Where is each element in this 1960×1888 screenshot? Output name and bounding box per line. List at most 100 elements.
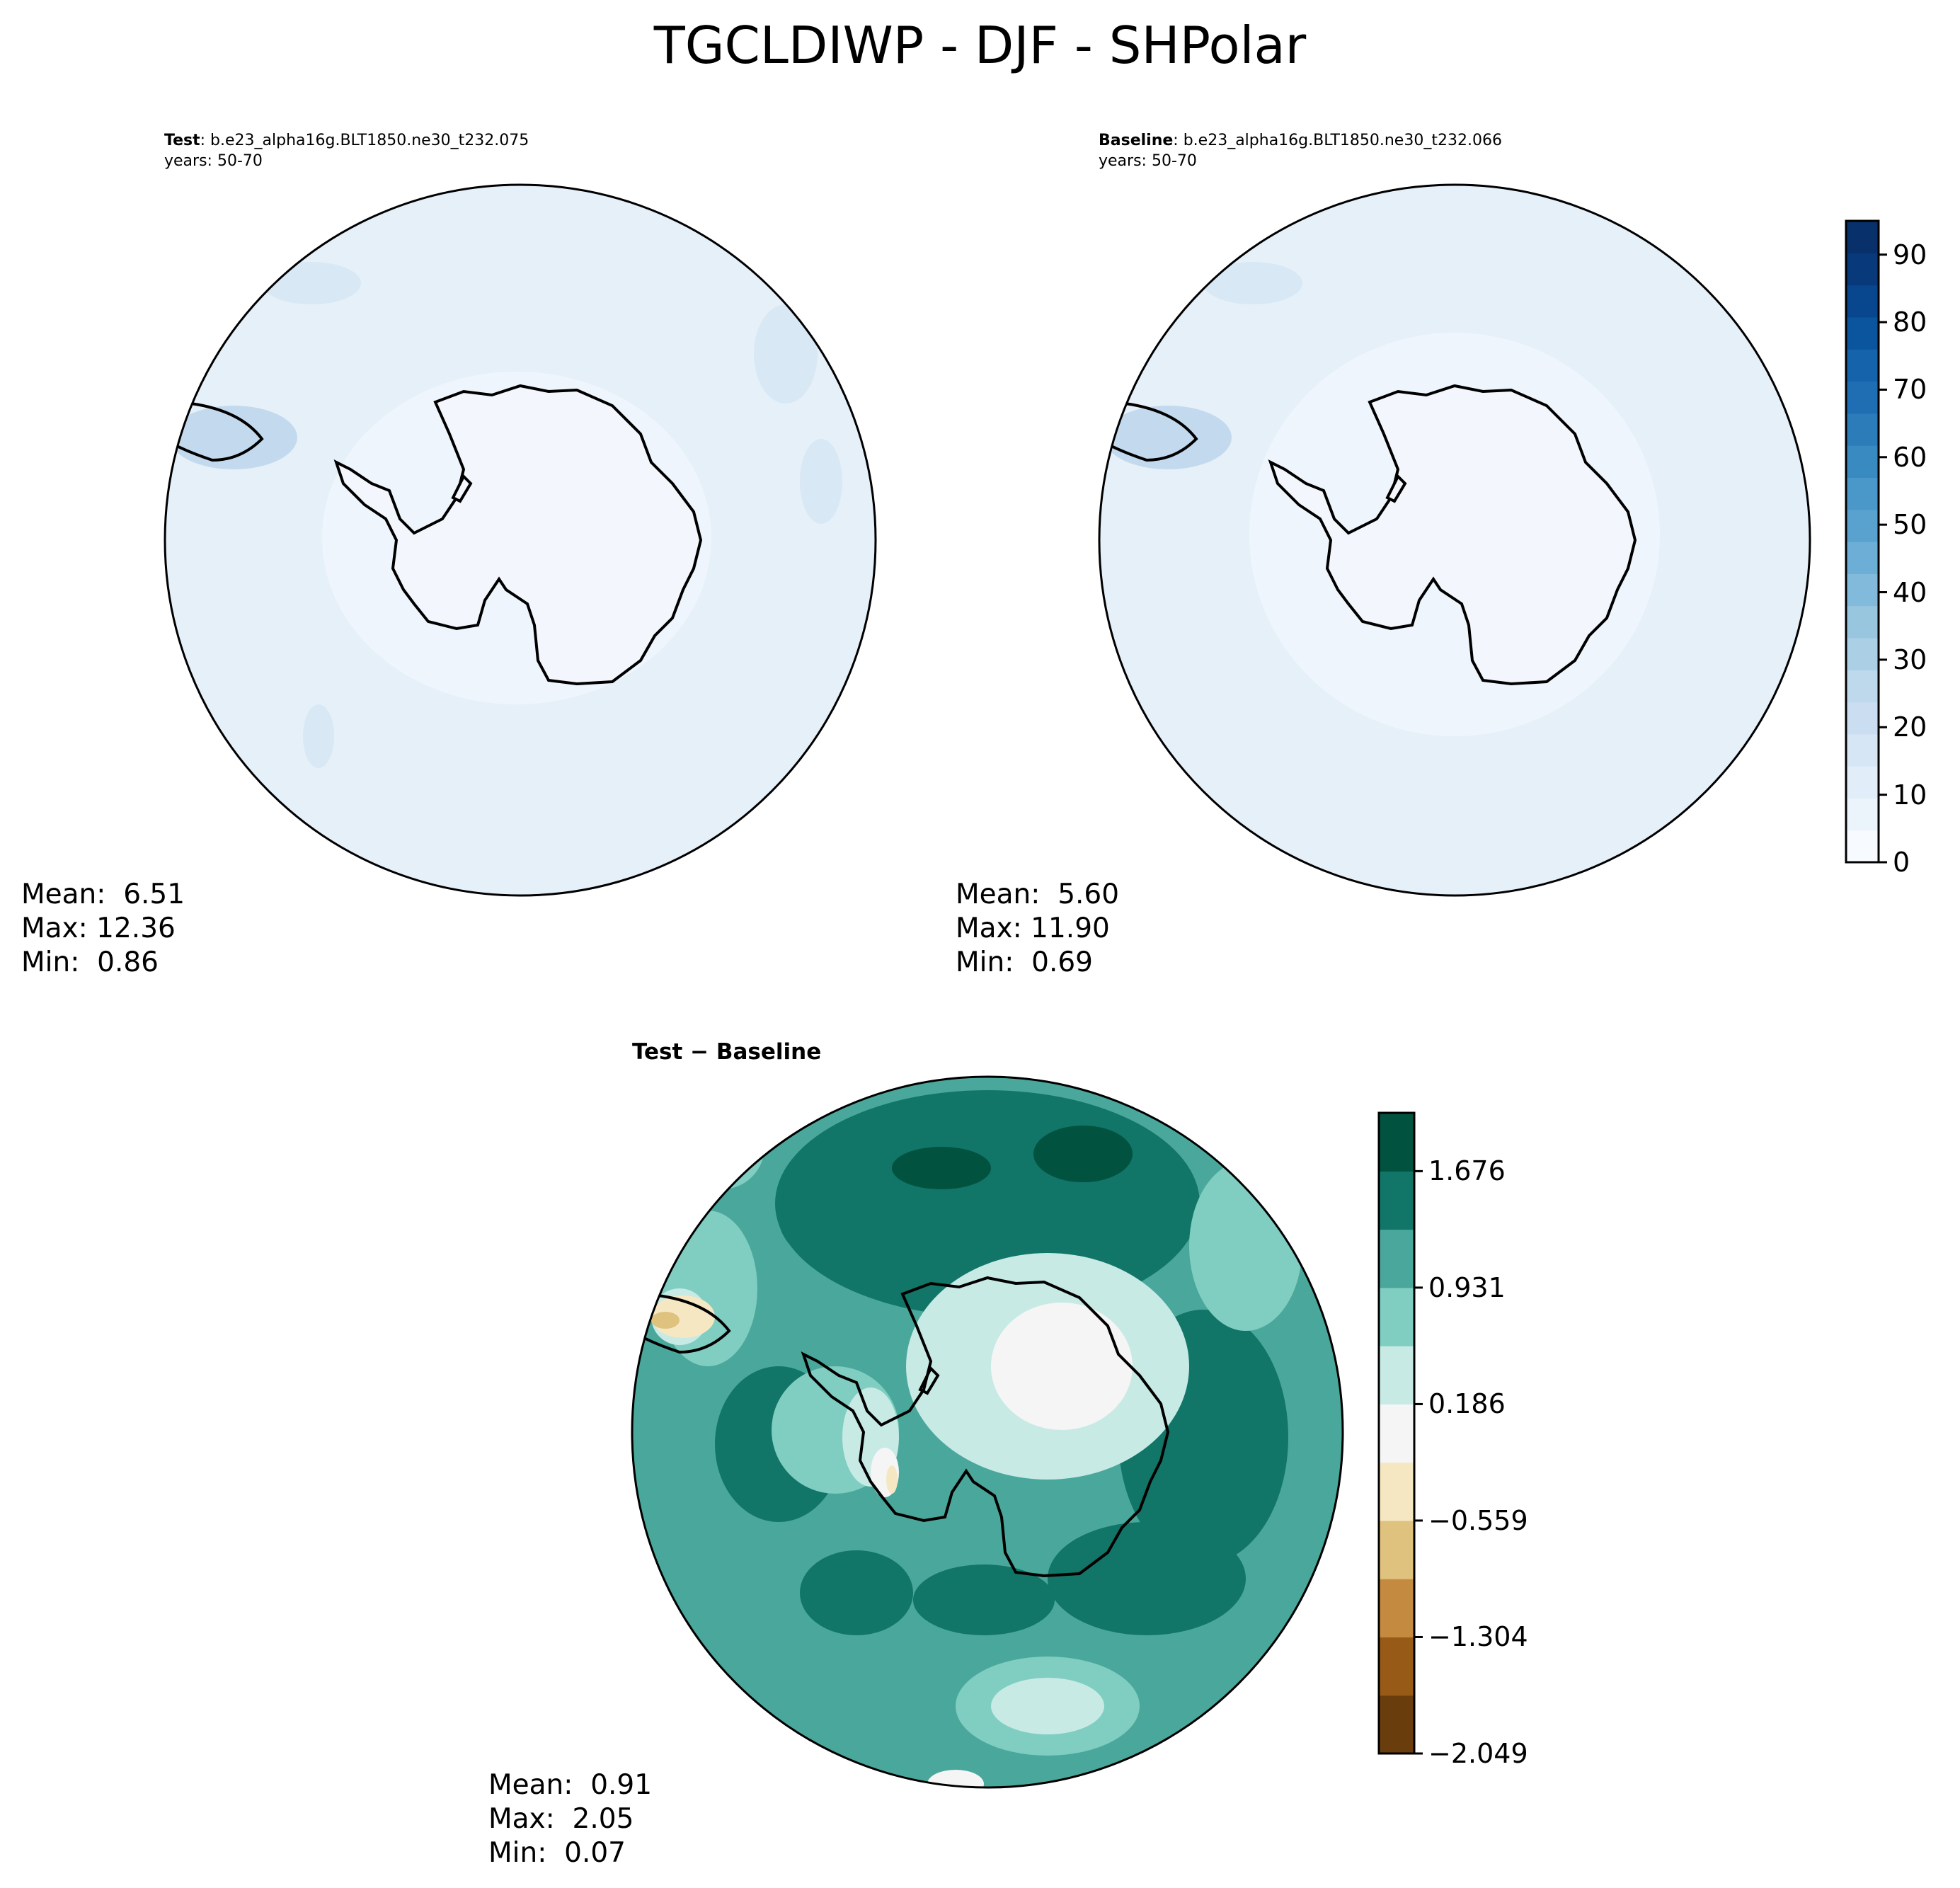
colorbar-blues-segment (1846, 573, 1879, 607)
baseline-years: years: 50-70 (1099, 152, 1197, 170)
colorbar-blues-segment (1846, 221, 1879, 253)
colorbar-brbg-tick-label: 1.676 (1428, 1155, 1506, 1187)
colorbar-blues-segment (1846, 509, 1879, 542)
colorbar-blues-segment (1846, 670, 1879, 703)
test-map-patch-1 (170, 406, 297, 469)
baseline-case-label: Baseline: b.e23_alpha16g.BLT1850.ne30_t2… (1099, 130, 1502, 171)
baseline-case-name: : b.e23_alpha16g.BLT1850.ne30_t232.066 (1173, 132, 1502, 149)
baseline-max: Max: 11.90 (956, 912, 1110, 944)
diff-map-region-9 (913, 1564, 1055, 1635)
colorbar-blues-segment (1846, 798, 1879, 831)
colorbar-blues-segment (1846, 830, 1879, 863)
diff-map (631, 1075, 1344, 1789)
colorbar-brbg-segment (1379, 1462, 1414, 1521)
colorbar-blues-tick-label: 20 (1893, 711, 1927, 743)
test-mean: Mean: 6.51 (21, 879, 185, 910)
diff-map-region-3 (1033, 1126, 1133, 1182)
baseline-map-frame (1098, 183, 1811, 897)
diff-map-south-america (643, 1294, 731, 1354)
colorbar-blues-segment (1846, 702, 1879, 735)
colorbar-brbg-segment (1379, 1113, 1414, 1172)
colorbar-blues-segment (1846, 349, 1879, 382)
colorbar-brbg-tick-label: −2.049 (1428, 1738, 1528, 1769)
colorbar-brbg-tick-label: −1.304 (1428, 1621, 1528, 1653)
figure-title: TGCLDIWP - DJF - SHPolar (653, 16, 1307, 75)
test-map-patch-3 (800, 439, 842, 524)
baseline-map-patch-2 (1203, 262, 1302, 304)
colorbar-blues-tick-label: 60 (1893, 441, 1927, 473)
diff-map-region-18 (991, 1303, 1133, 1430)
diff-map-region-24 (927, 1770, 984, 1787)
colorbar-blues-frame (1845, 219, 1880, 864)
test-stats: Mean: 6.51 Max: 12.36 Min: 0.86 (21, 878, 185, 980)
diff-map-region-4 (892, 1147, 991, 1189)
colorbar-blues-segment (1846, 477, 1879, 510)
diff-map-region-2 (779, 1161, 963, 1274)
colorbar-blues-tick-label: 80 (1893, 307, 1927, 338)
colorbar-blues-tick-label: 50 (1893, 509, 1927, 541)
colorbar-blues-segment (1846, 285, 1879, 318)
colorbar-blues-tick-label: 30 (1893, 643, 1927, 675)
test-max: Max: 12.36 (21, 912, 176, 944)
diff-map-region-21 (886, 1465, 898, 1494)
colorbar-brbg-segment (1379, 1287, 1414, 1346)
colorbar-brbg-tick-label: −0.559 (1428, 1504, 1528, 1536)
diff-map-frame (631, 1075, 1344, 1789)
diff-map-region-14 (991, 1678, 1104, 1734)
diff-max: Max: 2.05 (488, 1803, 634, 1835)
colorbar-blues-segment (1846, 445, 1879, 478)
diff-map-region-23 (651, 1312, 680, 1329)
baseline-map-patch-1 (1104, 406, 1232, 469)
colorbar-brbg-segment (1379, 1637, 1414, 1696)
test-map-frame (164, 183, 877, 897)
colorbar-blues-segment (1846, 316, 1879, 350)
diff-mean: Mean: 0.91 (488, 1769, 653, 1801)
colorbar-blues-segment (1846, 605, 1879, 639)
colorbar-blues-tick-label: 10 (1893, 779, 1927, 811)
baseline-label: Baseline (1099, 132, 1174, 149)
colorbar-blues-tick-label: 90 (1893, 239, 1927, 270)
test-label: Test (164, 132, 200, 149)
colorbar-blues-segment (1846, 542, 1879, 574)
colorbar-blues-segment (1846, 766, 1879, 799)
colorbar-blues-tick-label: 40 (1893, 576, 1927, 608)
colorbar-blues-tick-label: 0 (1893, 847, 1910, 878)
colorbar-blues-segment (1846, 253, 1879, 286)
test-map-patch-5 (262, 262, 361, 304)
diff-map-region-15 (680, 1104, 764, 1189)
test-map-patch-2 (754, 304, 818, 404)
diff-min: Min: 0.07 (488, 1837, 626, 1869)
diff-map-region-8 (800, 1550, 913, 1635)
colorbar-brbg-segment (1379, 1404, 1414, 1463)
colorbar-brbg (1377, 1111, 1423, 1755)
test-min: Min: 0.86 (21, 946, 159, 978)
colorbar-blues (1845, 219, 1887, 864)
colorbar-brbg-segment (1379, 1229, 1414, 1288)
colorbar-brbg-tick-label: 0.931 (1428, 1271, 1506, 1303)
colorbar-brbg-segment (1379, 1695, 1414, 1754)
colorbar-brbg-segment (1379, 1520, 1414, 1579)
colorbar-brbg-tick-label: 0.186 (1428, 1388, 1506, 1420)
diff-map-region-6 (1048, 1522, 1246, 1635)
colorbar-brbg-segment (1379, 1171, 1414, 1230)
test-map-south-america (176, 402, 264, 462)
test-case-label: Test: b.e23_alpha16g.BLT1850.ne30_t232.0… (164, 130, 529, 171)
baseline-map-south-america (1111, 402, 1198, 462)
colorbar-blues-segment (1846, 413, 1879, 446)
diff-title: Test − Baseline (632, 1039, 822, 1065)
baseline-map (1098, 183, 1811, 897)
test-map (164, 183, 877, 897)
baseline-stats: Mean: 5.60 Max: 11.90 Min: 0.69 (956, 878, 1119, 980)
colorbar-blues-tick-label: 70 (1893, 374, 1927, 406)
diff-stats: Mean: 0.91 Max: 2.05 Min: 0.07 (488, 1768, 652, 1870)
diff-map-region-11 (1189, 1161, 1302, 1331)
test-case-name: : b.e23_alpha16g.BLT1850.ne30_t232.075 (200, 132, 529, 149)
test-map-patch-4 (303, 704, 334, 768)
baseline-min: Min: 0.69 (956, 946, 1093, 978)
colorbar-blues-segment (1846, 381, 1879, 414)
colorbar-brbg-frame (1377, 1111, 1416, 1755)
baseline-mean: Mean: 5.60 (956, 879, 1120, 910)
colorbar-blues-segment (1846, 637, 1879, 670)
test-years: years: 50-70 (164, 152, 263, 170)
